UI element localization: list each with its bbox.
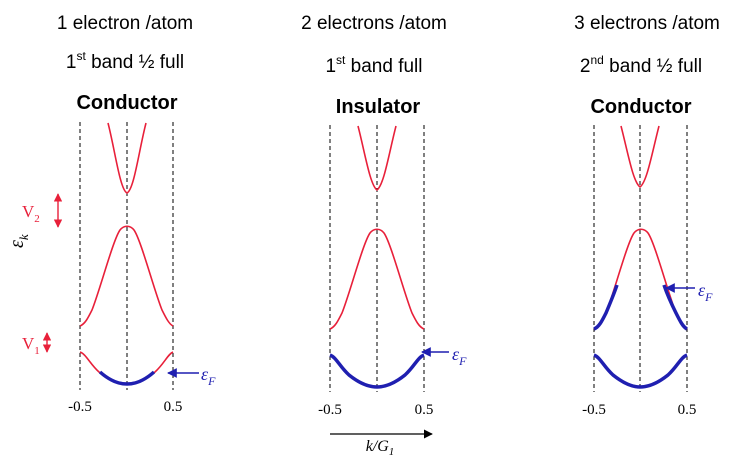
panel-2: 2 electrons /atom 1st band full Insulato… xyxy=(301,13,467,458)
panel-3-fermi-label: εF xyxy=(698,280,713,304)
panel-3-band-1 xyxy=(593,353,688,389)
panel-2-band-occupancy: 1st band full xyxy=(325,53,422,77)
panel-1-band-occupancy: 1st band ½ full xyxy=(66,49,184,73)
panel-2-band-2 xyxy=(329,228,425,330)
panel-2-tick-right: 0.5 xyxy=(415,402,434,418)
panel-3-state: Conductor xyxy=(590,96,691,118)
panel-3-filled-states-upper-left xyxy=(593,284,619,331)
panel-1-fermi-label: εF xyxy=(201,364,216,388)
panel-1-tick-right: 0.5 xyxy=(164,399,183,415)
panel-1: 1 electron /atom 1st band ½ full Conduct… xyxy=(6,13,216,415)
panel-1-band-2 xyxy=(79,225,174,327)
panel-2-band-3 xyxy=(357,125,397,191)
panel-3-tick-left: -0.5 xyxy=(582,402,606,418)
k-axis-label: k/G1 xyxy=(366,438,395,458)
panel-1-state: Conductor xyxy=(76,92,177,114)
panel-3-electrons: 3 electrons /atom xyxy=(574,13,720,34)
panel-2-fermi-label: εF xyxy=(452,344,467,368)
energy-axis-label: εk xyxy=(6,234,31,248)
panel-3-band-3 xyxy=(620,125,660,188)
panel-2-band-1 xyxy=(329,353,425,389)
panel-3: 3 electrons /atom 2nd band ½ full Conduc… xyxy=(574,13,720,418)
panel-1-electrons: 1 electron /atom xyxy=(57,13,193,34)
gap-v2-label: V2 xyxy=(22,202,40,225)
panel-1-band-3 xyxy=(107,122,147,194)
gap-v1-label: V1 xyxy=(22,334,40,357)
panel-2-tick-left: -0.5 xyxy=(318,402,342,418)
panel-1-tick-left: -0.5 xyxy=(68,399,92,415)
panel-2-state: Insulator xyxy=(336,96,421,118)
panel-3-band-occupancy: 2nd band ½ full xyxy=(580,53,702,77)
panel-2-electrons: 2 electrons /atom xyxy=(301,13,447,34)
panel-3-filled-states-upper-right xyxy=(662,284,688,331)
panel-1-filled-states xyxy=(98,370,156,386)
panel-3-tick-right: 0.5 xyxy=(678,402,697,418)
